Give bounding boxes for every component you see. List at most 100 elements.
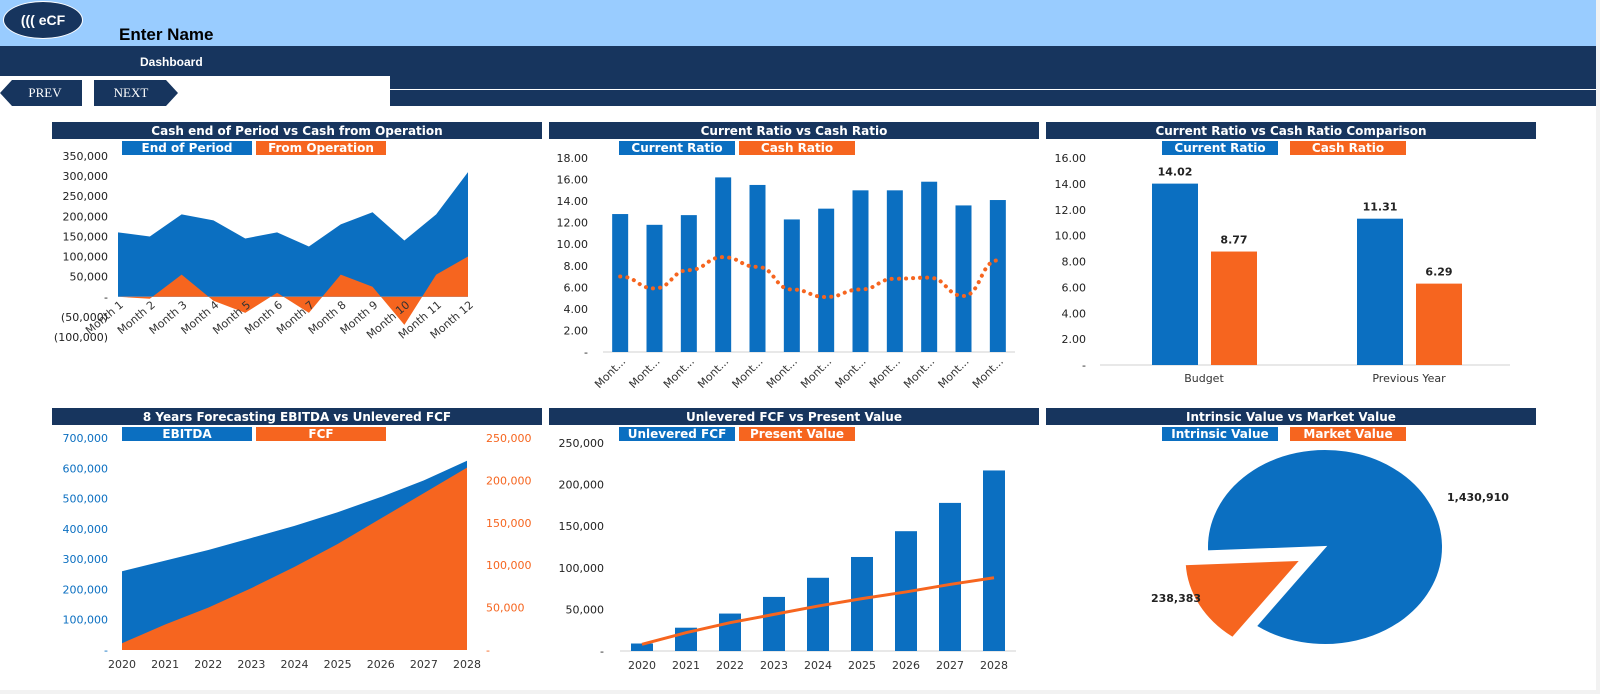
bar-current-ratio — [818, 208, 835, 352]
y-tick-label: - — [486, 644, 490, 657]
x-tick-label: Budget — [1184, 372, 1224, 385]
x-tick-label: 2020 — [628, 659, 656, 672]
y-tick-label: (100,000) — [54, 331, 108, 344]
chart-title: Current Ratio vs Cash Ratio Comparison — [1155, 124, 1426, 138]
data-label: 8.77 — [1220, 234, 1247, 247]
x-tick-label: 2024 — [281, 658, 309, 671]
y-tick-label: (50,000) — [61, 311, 108, 324]
y-tick-label: 50,000 — [486, 602, 525, 615]
legend-label: Intrinsic Value — [1171, 427, 1268, 441]
logo: ((( eCF — [3, 1, 83, 39]
legend-label: From Operation — [268, 141, 374, 155]
y-tick-label: 200,000 — [63, 583, 109, 596]
y-tick-label: 300,000 — [63, 170, 109, 183]
x-tick-label: 2025 — [848, 659, 876, 672]
x-tick-label: Mont... — [901, 355, 937, 391]
x-tick-label: 2022 — [716, 659, 744, 672]
legend-swatch-blue — [619, 141, 735, 155]
y-tick-label: 150,000 — [486, 517, 532, 530]
nav-band — [0, 46, 1600, 76]
scroll-edge — [1596, 0, 1600, 694]
x-tick-label: Mont... — [867, 355, 903, 391]
legend-swatch-blue — [1162, 427, 1278, 441]
y-tick-label: 2.00 — [564, 324, 589, 337]
y-tick-label: 100,000 — [559, 562, 605, 575]
x-tick-label: 2023 — [760, 659, 788, 672]
bar-current-ratio — [680, 215, 697, 352]
series-area-end-of-period — [118, 172, 468, 297]
y-tick-label: 16.00 — [557, 174, 589, 187]
x-tick-label: 2022 — [194, 658, 222, 671]
bar-current-ratio — [886, 190, 903, 352]
line-cash-ratio — [618, 255, 1000, 300]
chart-title-bar — [549, 122, 1039, 139]
x-tick-label: Mont... — [936, 355, 972, 391]
x-tick-label: Previous Year — [1372, 372, 1446, 385]
chart-title-bar — [549, 408, 1039, 425]
data-label: 238,383 — [1151, 592, 1201, 605]
bar-unlevered-fcf — [983, 470, 1005, 651]
y-tick-label: - — [600, 645, 604, 658]
bar-current-ratio — [955, 205, 972, 352]
y-tick-label: 14.00 — [557, 195, 589, 208]
y-tick-label: - — [104, 644, 108, 657]
x-tick-label: Mont... — [661, 355, 697, 391]
x-tick-label: Mont... — [970, 355, 1006, 391]
chart-title-bar — [52, 408, 542, 425]
legend-label: FCF — [308, 427, 333, 441]
x-tick-label: 2021 — [151, 658, 179, 671]
legend-label: EBITDA — [162, 427, 212, 441]
bar-current-ratio — [783, 219, 800, 352]
bar-unlevered-fcf — [719, 613, 741, 651]
legend-label: Current Ratio — [1174, 141, 1265, 155]
y-tick-label: 200,000 — [486, 474, 532, 487]
chart-title-bar — [1046, 122, 1536, 139]
bar-current-ratio — [749, 184, 766, 352]
chart-title: Intrinsic Value vs Market Value — [1186, 410, 1396, 424]
legend-swatch-blue — [122, 141, 252, 155]
y-tick-label: 200,000 — [63, 210, 109, 223]
legend-swatch-orange — [739, 141, 855, 155]
y-tick-label: 250,000 — [63, 190, 109, 203]
legend-swatch-blue — [619, 427, 735, 441]
y-tick-label: 100,000 — [63, 251, 109, 264]
x-tick-label: 2027 — [410, 658, 438, 671]
y-tick-label: 6.00 — [564, 281, 589, 294]
prev-button[interactable]: PREV — [0, 80, 82, 106]
legend-label: Cash Ratio — [761, 141, 833, 155]
series-area-fcf — [122, 467, 467, 650]
y-tick-label: 50,000 — [566, 603, 605, 616]
y-tick-label: 14.00 — [1055, 178, 1087, 191]
series-area-from-operation — [118, 256, 468, 325]
bottom-edge — [0, 690, 1600, 694]
y-tick-label: 600,000 — [63, 462, 109, 475]
y-tick-label: 2.00 — [1062, 333, 1087, 346]
data-label: 1,430,910 — [1447, 491, 1509, 504]
y-tick-label: - — [1082, 359, 1086, 372]
y-tick-label: 700,000 — [63, 432, 109, 445]
y-tick-label: 400,000 — [63, 523, 109, 536]
y-tick-label: 12.00 — [557, 217, 589, 230]
page-title[interactable]: Enter Name — [119, 25, 214, 44]
y-tick-label: 4.00 — [1062, 307, 1087, 320]
legend-swatch-orange — [739, 427, 855, 441]
x-tick-label: 2023 — [237, 658, 265, 671]
bar-unlevered-fcf — [851, 556, 873, 651]
chart-title: Cash end of Period vs Cash from Operatio… — [151, 124, 442, 138]
y-tick-label: 8.00 — [564, 260, 589, 273]
bar-unlevered-fcf — [631, 643, 653, 651]
x-tick-label: 2026 — [367, 658, 395, 671]
y-tick-label: 100,000 — [486, 559, 532, 572]
y-tick-label: 200,000 — [559, 479, 605, 492]
y-tick-label: 12.00 — [1055, 204, 1087, 217]
y-tick-label: 150,000 — [63, 230, 109, 243]
bar-cash-ratio — [1416, 283, 1462, 365]
next-button[interactable]: NEXT — [94, 80, 178, 106]
chart-title: 8 Years Forecasting EBITDA vs Unlevered … — [143, 410, 451, 424]
x-tick-label: 2026 — [892, 659, 920, 672]
x-tick-label: 2020 — [108, 658, 136, 671]
x-tick-label: 2028 — [453, 658, 481, 671]
y-tick-label: 10.00 — [1055, 230, 1087, 243]
bar-current-ratio — [1152, 183, 1198, 365]
